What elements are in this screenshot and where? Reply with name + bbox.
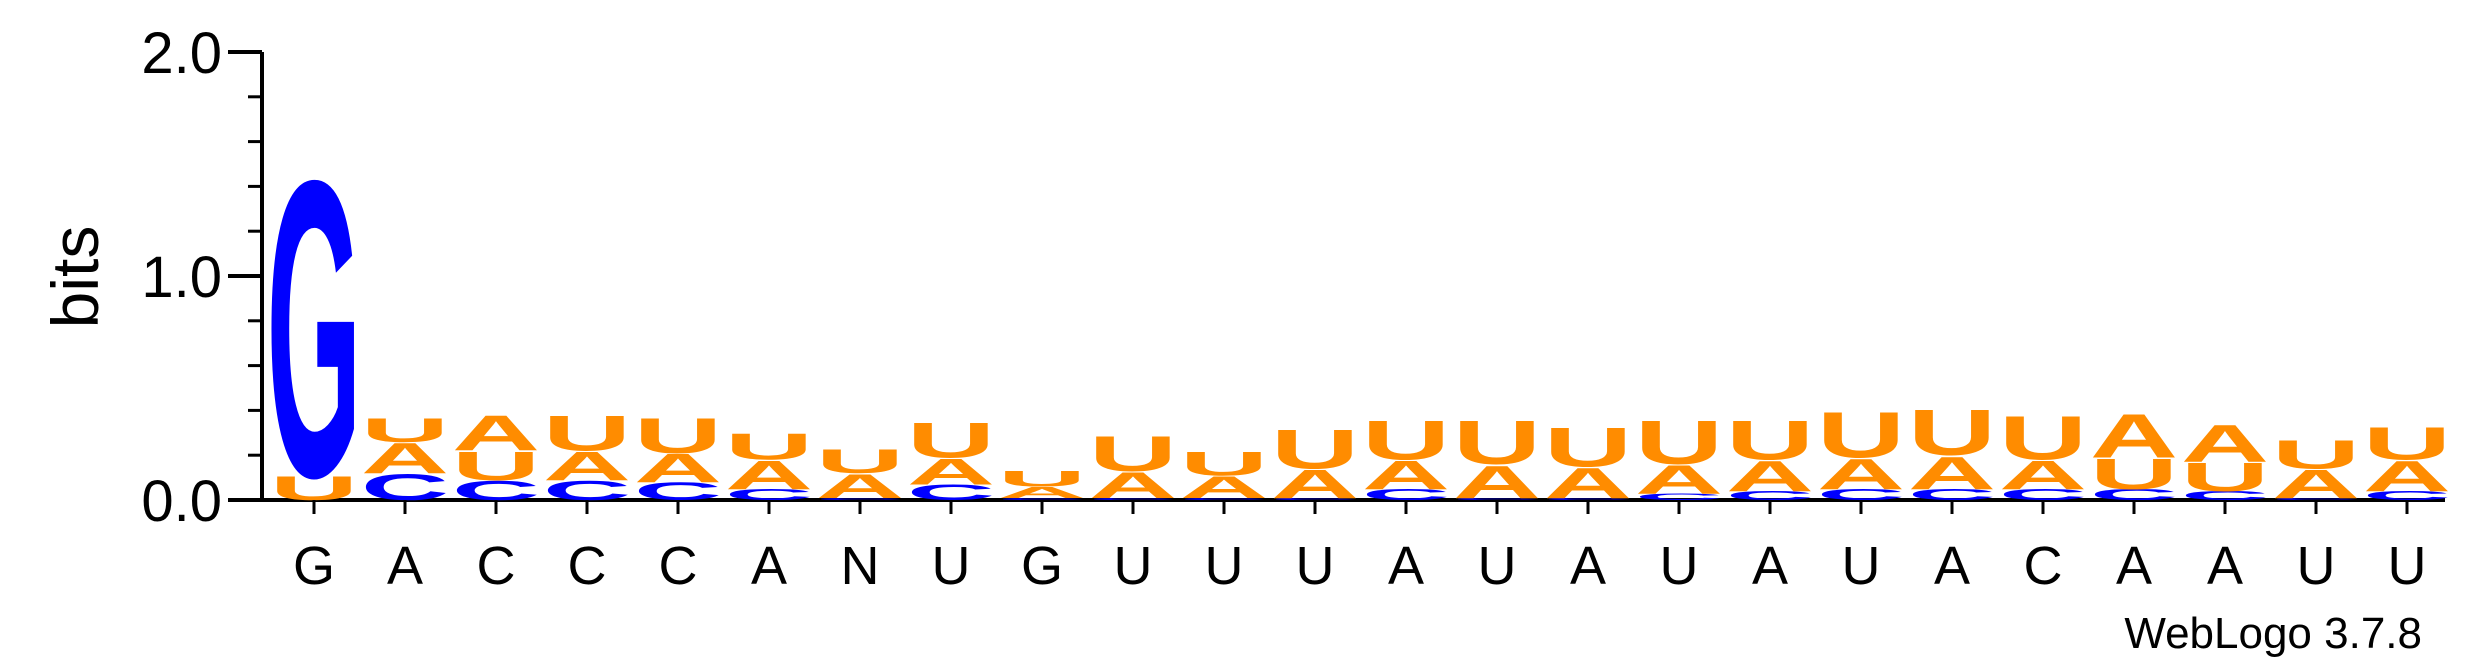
x-tick-label: A [1934, 536, 1970, 596]
logo-glyph-u: U [1362, 410, 1450, 472]
y-tick-label: 0.0 [141, 469, 222, 534]
logo-glyph-u: U [998, 467, 1086, 491]
logo-glyph-u: U [543, 406, 631, 461]
x-tick-label: U [1842, 536, 1881, 596]
logo-glyph-u: U [1817, 398, 1905, 471]
logo-glyph-u: U [2272, 433, 2360, 478]
x-tick-label: U [932, 536, 971, 596]
logo-glyph-g: G [266, 92, 361, 565]
x-tick-label: U [1478, 536, 1517, 596]
x-tick-label: G [1021, 536, 1063, 596]
x-tick-label: C [2024, 536, 2063, 596]
logo-glyph-u: U [361, 411, 449, 449]
x-tick-label: A [1752, 536, 1788, 596]
logo-glyph-u: U [725, 426, 813, 468]
logo-glyph-u: U [907, 413, 995, 468]
logo-glyph-a: A [2181, 414, 2269, 473]
x-tick-label: A [751, 536, 787, 596]
x-tick-label: A [1570, 536, 1606, 596]
x-tick-label: A [2207, 536, 2243, 596]
y-axis-label: bits [38, 226, 112, 329]
logo-glyph-u: U [1908, 396, 1996, 469]
logo-glyph-u: U [1635, 408, 1723, 478]
x-tick-label: U [2388, 536, 2427, 596]
logo-glyph-u: U [816, 443, 904, 481]
x-tick-label: U [1660, 536, 1699, 596]
y-ticks: 0.0 1.0 2.0 [141, 21, 262, 534]
logo-stacks: UG CAUCUACAUCAUCAUCAUCAUCAUCAUCAUCAUCAUCA… [266, 92, 2451, 565]
x-tick-label: A [2116, 536, 2152, 596]
logo-glyph-u: U [1726, 410, 1814, 472]
logo-glyph-a: A [452, 406, 540, 461]
logo-glyph-u: U [1544, 416, 1632, 478]
x-tick-label: C [568, 536, 607, 596]
x-tick-label: C [477, 536, 516, 596]
logo-glyph-u: U [1089, 426, 1177, 481]
x-tick-label: N [841, 536, 880, 596]
x-tick-label: U [1296, 536, 1335, 596]
credit-text: WebLogo 3.7.8 [2124, 609, 2422, 658]
x-tick-label: A [387, 536, 423, 596]
logo-glyph-u: U [1453, 408, 1541, 478]
x-tick-label: C [659, 536, 698, 596]
y-tick-label: 1.0 [141, 245, 222, 310]
logo-glyph-a: A [2090, 401, 2178, 471]
logo-glyph-u: U [1180, 445, 1268, 483]
logo-glyph-u: U [634, 408, 722, 463]
x-tick-label: U [1114, 536, 1153, 596]
x-tick-label: A [1388, 536, 1424, 596]
x-tick-label: G [293, 536, 335, 596]
x-tick-label: U [2297, 536, 2336, 596]
logo-glyph-u: U [1271, 419, 1359, 481]
y-tick-label: 2.0 [141, 21, 222, 86]
x-tick-label: U [1205, 536, 1244, 596]
logo-glyph-u: U [1999, 403, 2087, 473]
logo-glyph-u: U [2363, 417, 2451, 469]
